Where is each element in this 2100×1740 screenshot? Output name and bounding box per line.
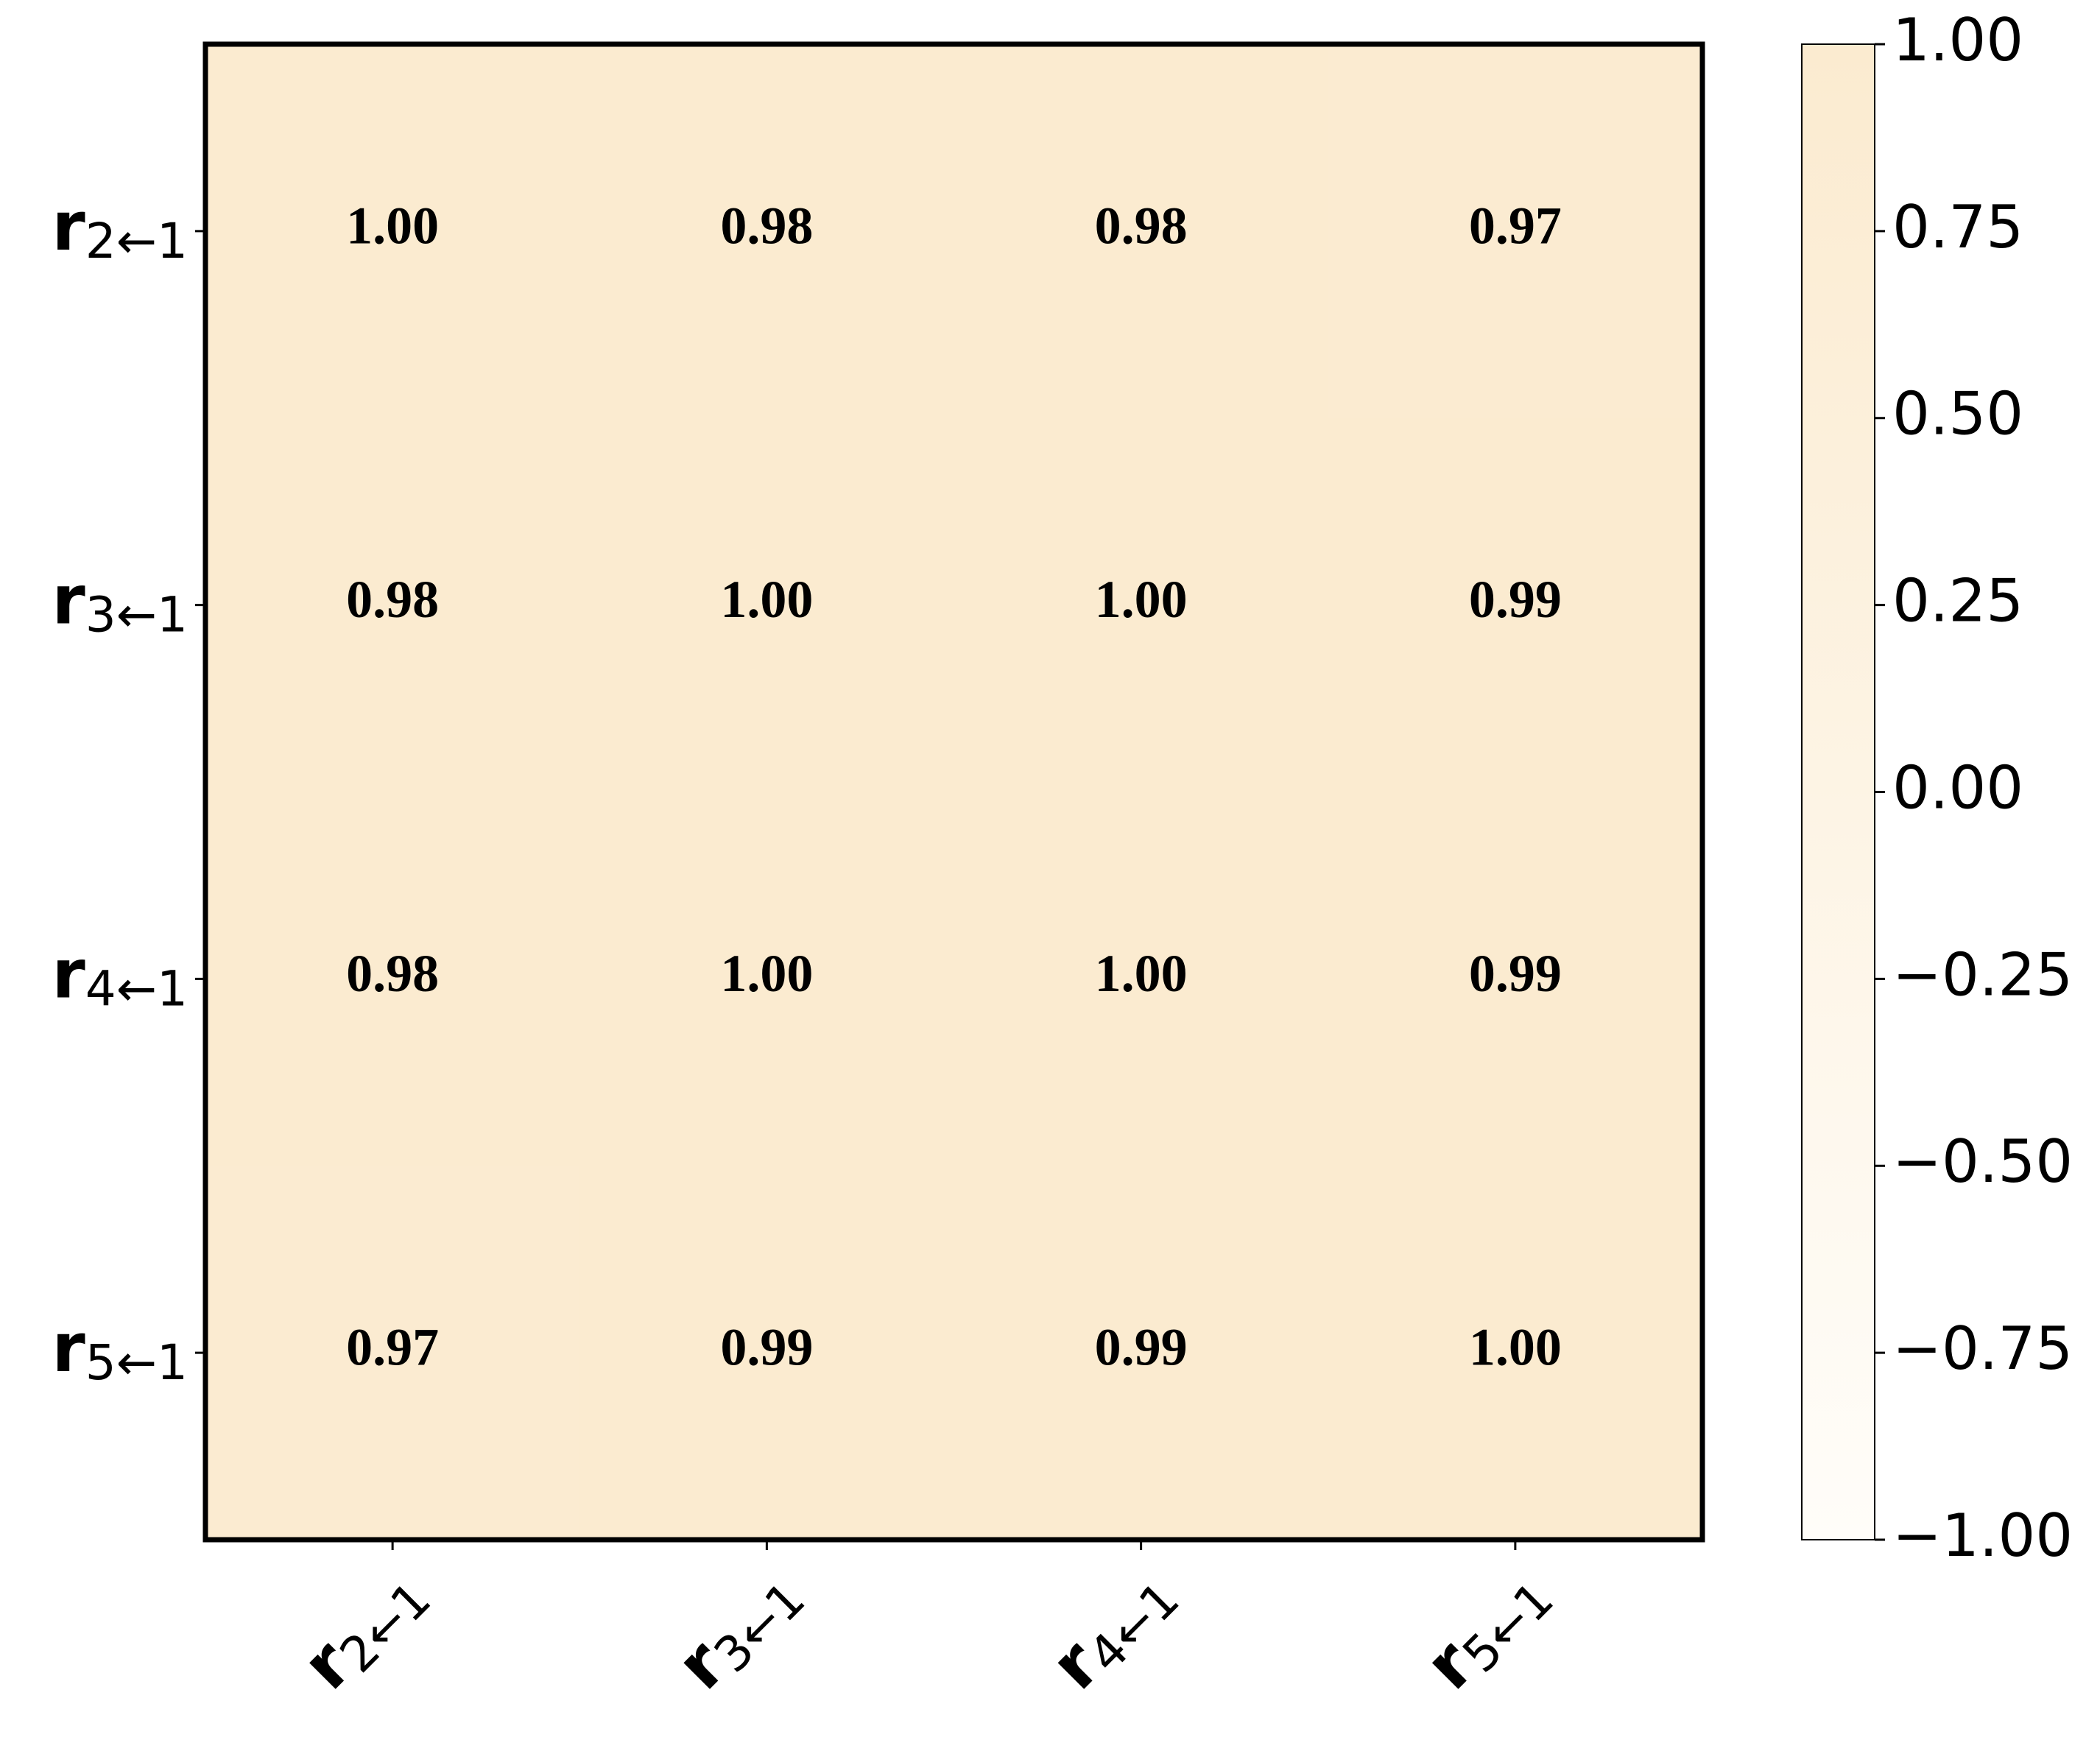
- colorbar-tick-label: 1.00: [1892, 6, 2023, 74]
- cell-label: 0.98: [1095, 196, 1188, 255]
- heatmap-cell: [205, 418, 580, 792]
- heatmap-cell: [1328, 44, 1703, 419]
- heatmap-cell: [1328, 418, 1703, 792]
- plot-frame: [202, 41, 1705, 1543]
- cell-label: 1.00: [720, 570, 813, 629]
- heatmap-cell: [579, 44, 954, 419]
- category-label: r5←1: [52, 1309, 188, 1392]
- heatmap-cell: [1328, 1166, 1703, 1540]
- colorbar-tick-label: −0.25: [1892, 940, 2073, 1009]
- category-label: r2←1: [287, 1553, 442, 1708]
- heatmap-cell: [954, 1166, 1329, 1540]
- colorbar-tick-label: −0.75: [1892, 1314, 2073, 1383]
- heatmap-cell: [579, 1166, 954, 1540]
- category-label: r5←1: [1410, 1553, 1565, 1708]
- cell-label: 0.98: [720, 196, 813, 255]
- heatmap-cell: [954, 44, 1329, 419]
- heatmap-cell: [954, 792, 1329, 1166]
- category-label: r3←1: [52, 561, 188, 644]
- colorbar-tick-label: −0.50: [1892, 1127, 2073, 1196]
- category-label: r2←1: [52, 187, 188, 270]
- cell-label: 1.00: [1469, 1318, 1562, 1377]
- heatmap-cell: [579, 418, 954, 792]
- category-label: r3←1: [662, 1553, 817, 1708]
- colorbar-tick-label: −1.00: [1892, 1501, 2073, 1570]
- cell-label: 1.00: [1095, 570, 1188, 629]
- cell-label: 0.99: [1469, 944, 1562, 1003]
- colorbar-tick-label: 0.25: [1892, 567, 2023, 635]
- heatmap-cell: [205, 44, 580, 419]
- cell-label: 0.99: [1469, 570, 1562, 629]
- cell-label: 1.00: [346, 196, 439, 255]
- category-label: r4←1: [1036, 1553, 1191, 1708]
- cell-label: 0.98: [346, 944, 439, 1003]
- heatmap-cell: [1328, 792, 1703, 1166]
- cell-label: 0.99: [720, 1318, 813, 1377]
- heatmap-cell: [205, 1166, 580, 1540]
- cell-label: 1.00: [1095, 944, 1188, 1003]
- colorbar-tick-label: 0.00: [1892, 753, 2023, 822]
- heatmap-cell: [954, 418, 1329, 792]
- cell-label: 1.00: [720, 944, 813, 1003]
- colorbar-tick-label: 0.50: [1892, 380, 2023, 448]
- cell-label: 0.99: [1095, 1318, 1188, 1377]
- colorbar: [1801, 43, 1875, 1540]
- category-label: r4←1: [52, 935, 188, 1018]
- cell-label: 0.97: [346, 1318, 439, 1377]
- cell-label: 0.98: [346, 570, 439, 629]
- colorbar-tick-label: 0.75: [1892, 193, 2023, 261]
- cell-label: 0.97: [1469, 196, 1562, 255]
- heatmap-cell: [579, 792, 954, 1166]
- heatmap-cell: [205, 792, 580, 1166]
